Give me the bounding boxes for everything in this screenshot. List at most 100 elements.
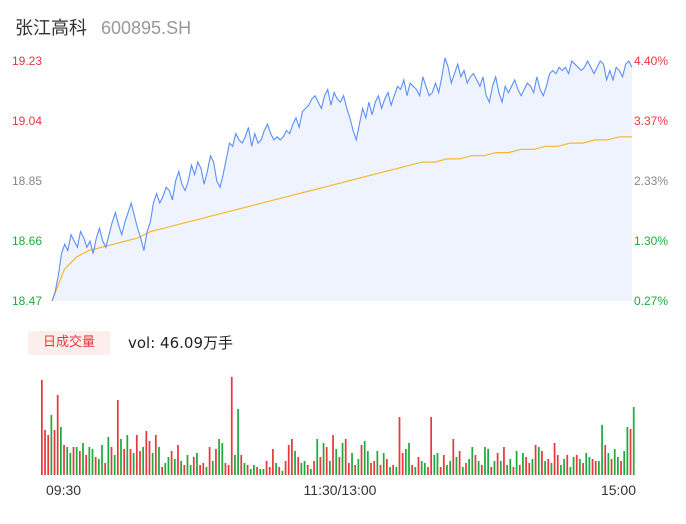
volume-bar xyxy=(186,455,189,475)
volume-bar xyxy=(278,467,281,475)
volume-bar xyxy=(253,465,255,475)
volume-readout: vol: 46.09万手 xyxy=(128,334,233,352)
volume-bar xyxy=(417,457,420,475)
volume-bar xyxy=(167,457,170,475)
volume-bar xyxy=(291,439,293,475)
volume-bar xyxy=(588,457,591,475)
volume-bar xyxy=(218,439,220,475)
volume-bar xyxy=(623,451,626,475)
volume-bar xyxy=(398,417,401,475)
volume-bar xyxy=(116,400,119,475)
volume-bar xyxy=(94,457,97,475)
volume-bar xyxy=(389,467,391,475)
volume-bar xyxy=(503,447,505,475)
volume-bar xyxy=(344,439,347,475)
volume-bar xyxy=(569,467,572,475)
volume-bar xyxy=(471,447,474,475)
volume-bar xyxy=(620,461,622,475)
volume-bar xyxy=(237,409,239,475)
volume-bar xyxy=(401,453,404,475)
volume-bar xyxy=(572,457,575,475)
volume-bar xyxy=(477,461,480,475)
volume-bar xyxy=(56,395,59,475)
price-area xyxy=(51,57,633,302)
volume-bar xyxy=(610,459,613,475)
price-line xyxy=(51,57,633,302)
volume-bar xyxy=(129,449,132,475)
volume-bar xyxy=(256,467,258,475)
volume-tab[interactable]: 日成交量 xyxy=(28,331,110,355)
volume-bar xyxy=(392,465,395,475)
volume-bar xyxy=(63,445,65,475)
volume-bar xyxy=(281,471,284,475)
volume-bar xyxy=(461,467,464,475)
volume-bar xyxy=(366,451,369,475)
volume-bar xyxy=(582,463,584,475)
volume-bar xyxy=(480,465,483,475)
volume-bar xyxy=(259,469,262,475)
volume-bar xyxy=(629,429,632,475)
volume-bar xyxy=(91,449,94,475)
volume-bar xyxy=(363,441,366,475)
volume-bar xyxy=(50,415,53,475)
volume-bar xyxy=(306,465,309,475)
volume-bar xyxy=(442,455,445,475)
volume-bar xyxy=(123,449,126,475)
volume-bar xyxy=(357,459,360,475)
price-area-fill xyxy=(52,57,632,301)
volume-bar xyxy=(135,435,138,475)
volume-bar xyxy=(427,467,429,475)
volume-bar xyxy=(139,451,141,475)
volume-bar xyxy=(376,451,379,475)
volume-bar xyxy=(515,451,518,475)
left-tick-label: 18.85 xyxy=(12,174,42,188)
volume-bar xyxy=(110,447,113,475)
volume-bar xyxy=(224,463,227,475)
volume-bar xyxy=(59,427,62,475)
volume-bar xyxy=(490,467,493,475)
volume-bar xyxy=(382,453,385,475)
left-tick-label: 18.47 xyxy=(12,294,42,308)
volume-bar xyxy=(354,465,357,475)
volume-bar xyxy=(272,449,274,475)
volume-bar xyxy=(221,443,224,475)
volume-bar xyxy=(44,430,46,475)
volume-bar xyxy=(512,467,515,475)
volume-bar xyxy=(145,431,148,475)
volume-bar xyxy=(85,455,88,475)
volume-bar xyxy=(496,453,499,475)
volume-bar xyxy=(617,457,619,475)
volume-bars xyxy=(41,377,635,475)
volume-bar xyxy=(484,447,486,475)
time-axis-ticks: 09:30 11:30/13:00 15:00 xyxy=(46,482,636,498)
volume-bar xyxy=(310,469,312,475)
volume-bar xyxy=(72,447,75,475)
volume-bar xyxy=(151,453,154,475)
volume-bar xyxy=(522,453,524,475)
volume-bar xyxy=(177,445,179,475)
volume-bar xyxy=(275,463,277,475)
stock-header: 张江高科 600895.SH xyxy=(15,14,191,39)
volume-bar xyxy=(240,455,243,475)
volume-bar xyxy=(173,459,176,475)
volume-bar xyxy=(414,467,417,475)
volume-bar xyxy=(329,461,331,475)
volume-bar xyxy=(104,463,107,475)
volume-bar xyxy=(215,449,217,475)
volume-bar xyxy=(452,439,455,475)
volume-bar xyxy=(351,453,353,475)
volume-bar xyxy=(313,461,315,475)
volume-bar xyxy=(297,457,300,475)
left-axis-ticks: 19.23 19.04 18.85 18.66 18.47 xyxy=(12,54,42,308)
volume-bar xyxy=(192,457,195,475)
volume-bar xyxy=(180,461,182,475)
volume-bar xyxy=(338,457,341,475)
volume-bar xyxy=(107,437,110,475)
volume-bar xyxy=(541,451,543,475)
volume-bar xyxy=(211,461,214,475)
volume-bar xyxy=(205,467,208,475)
volume-bar xyxy=(468,459,470,475)
volume-bar xyxy=(585,453,588,475)
right-tick-label: 1.30% xyxy=(634,234,668,248)
volume-bar xyxy=(341,443,344,475)
